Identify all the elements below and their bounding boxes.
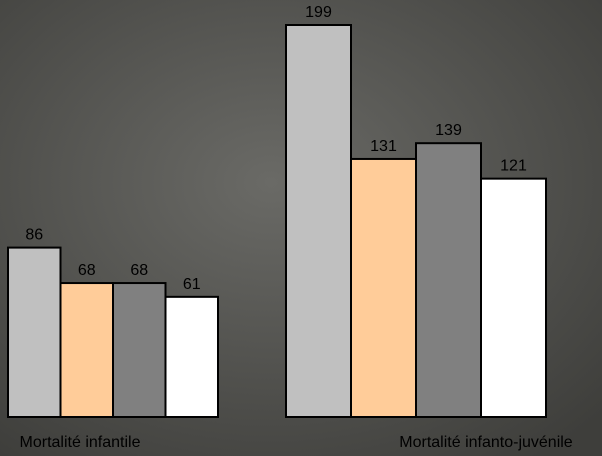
bar: [164, 295, 219, 419]
value-label: 68: [78, 262, 96, 279]
category-label: Mortalité infanto-juvénile: [399, 434, 573, 451]
category-label: Mortalité infantile: [20, 434, 141, 451]
value-label: 86: [25, 227, 43, 244]
value-label: 131: [370, 138, 397, 155]
value-label: 61: [183, 276, 201, 293]
value-label: 121: [500, 158, 527, 175]
value-label: 68: [130, 262, 148, 279]
bar: [7, 246, 62, 418]
bar: [59, 282, 114, 419]
bar: [350, 157, 417, 419]
value-label: 139: [435, 122, 462, 139]
bar: [285, 24, 352, 418]
bar: [112, 282, 167, 419]
bar: [480, 177, 547, 418]
bar: [415, 142, 482, 418]
value-label: 199: [305, 4, 332, 21]
